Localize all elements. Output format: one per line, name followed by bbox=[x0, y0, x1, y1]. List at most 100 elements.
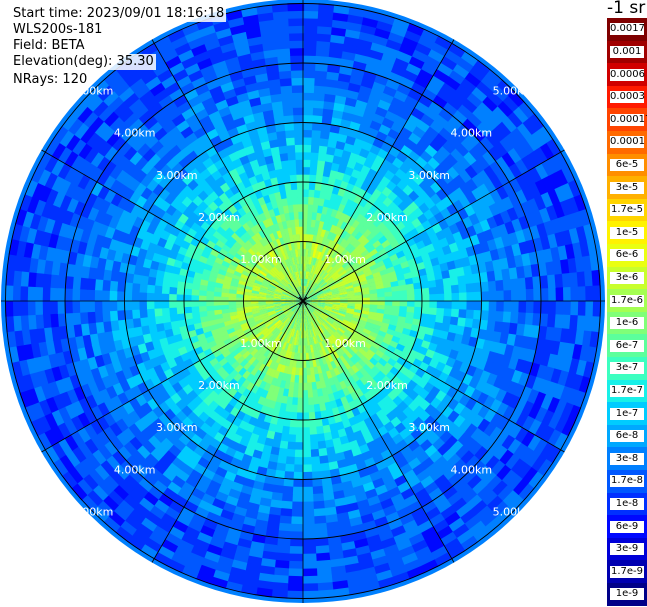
range-gate bbox=[499, 257, 510, 271]
range-gate bbox=[343, 369, 352, 379]
range-gate bbox=[311, 313, 317, 321]
range-gate bbox=[432, 94, 449, 109]
range-gate bbox=[460, 77, 478, 94]
range-gate bbox=[336, 236, 345, 245]
range-gate bbox=[306, 322, 310, 331]
range-gate bbox=[324, 293, 333, 297]
range-gate bbox=[307, 271, 311, 280]
range-gate bbox=[343, 426, 354, 437]
range-gate bbox=[295, 337, 300, 346]
range-gate bbox=[392, 499, 408, 513]
range-gate bbox=[331, 437, 342, 448]
range-gate bbox=[278, 332, 285, 341]
range-gate bbox=[321, 312, 330, 318]
range-gate bbox=[161, 293, 170, 301]
range-gate bbox=[173, 545, 192, 560]
range-gate bbox=[167, 341, 178, 352]
range-gate bbox=[479, 271, 489, 284]
range-gate bbox=[533, 288, 542, 302]
range-gate bbox=[489, 189, 503, 204]
range-gate bbox=[187, 519, 204, 533]
range-gate bbox=[303, 301, 311, 304]
range-gate bbox=[384, 291, 393, 297]
range-gate bbox=[407, 457, 422, 471]
range-gate bbox=[38, 244, 49, 261]
range-gate bbox=[287, 151, 297, 161]
range-gate bbox=[57, 145, 73, 164]
range-gate bbox=[310, 329, 315, 338]
range-gate bbox=[161, 314, 171, 324]
range-gate bbox=[295, 299, 303, 301]
range-gate bbox=[226, 267, 236, 275]
range-gate bbox=[281, 357, 288, 367]
range-gate bbox=[179, 463, 194, 477]
range-gate bbox=[519, 446, 535, 464]
range-gate bbox=[291, 494, 303, 503]
range-gate bbox=[249, 348, 259, 357]
range-gate bbox=[326, 528, 341, 539]
range-gate bbox=[318, 259, 324, 268]
range-gate bbox=[128, 436, 143, 451]
range-gate bbox=[405, 283, 415, 291]
range-gate bbox=[339, 238, 348, 247]
range-gate bbox=[554, 152, 570, 171]
range-gate bbox=[331, 482, 344, 493]
range-gate bbox=[310, 301, 319, 304]
range-gate bbox=[502, 490, 519, 508]
range-gate bbox=[4, 299, 14, 317]
range-gate bbox=[140, 186, 153, 200]
range-gate bbox=[266, 375, 274, 385]
colorbar-label: 1e-8 bbox=[610, 497, 644, 510]
range-gate bbox=[341, 321, 350, 328]
range-gate bbox=[495, 416, 510, 432]
range-gate bbox=[412, 125, 427, 139]
range-gate bbox=[102, 515, 121, 533]
range-gate bbox=[281, 316, 289, 324]
range-gate bbox=[128, 508, 146, 525]
range-gate bbox=[503, 301, 512, 313]
range-gate bbox=[79, 288, 88, 301]
range-gate bbox=[96, 331, 107, 345]
range-gate bbox=[577, 286, 587, 303]
range-gate bbox=[271, 439, 281, 449]
range-gate bbox=[346, 327, 355, 334]
range-gate bbox=[307, 279, 312, 288]
range-gate bbox=[376, 491, 391, 504]
range-gate bbox=[351, 210, 361, 221]
range-gate bbox=[278, 314, 286, 321]
range-gate bbox=[195, 571, 214, 585]
range-gate bbox=[213, 522, 230, 535]
range-gate bbox=[548, 301, 557, 316]
range-gate bbox=[325, 78, 339, 89]
range-gate bbox=[310, 296, 318, 300]
colorbar-label: 3e-5 bbox=[610, 181, 644, 194]
range-gate bbox=[304, 315, 307, 324]
range-gate bbox=[198, 300, 207, 307]
range-gate bbox=[482, 250, 493, 264]
range-gate bbox=[205, 511, 221, 524]
range-gate bbox=[168, 307, 178, 316]
range-gate bbox=[180, 532, 198, 547]
range-gate bbox=[372, 324, 382, 331]
range-gate bbox=[481, 116, 498, 133]
range-gate bbox=[268, 453, 279, 464]
range-gate bbox=[28, 256, 39, 273]
range-gate bbox=[305, 345, 309, 354]
range-gate bbox=[34, 285, 44, 301]
range-gate bbox=[303, 248, 306, 257]
range-gate bbox=[206, 310, 215, 317]
range-gate bbox=[528, 166, 543, 184]
range-gate bbox=[134, 182, 147, 196]
range-gate bbox=[161, 278, 171, 287]
range-gate bbox=[461, 256, 471, 268]
range-gate bbox=[152, 460, 168, 475]
range-gate bbox=[327, 461, 339, 471]
range-gate bbox=[250, 303, 259, 307]
range-gate bbox=[496, 290, 505, 302]
range-gate bbox=[303, 308, 306, 317]
range-gate bbox=[288, 294, 297, 299]
range-gate bbox=[14, 375, 28, 394]
range-gate bbox=[534, 179, 549, 197]
range-gate bbox=[254, 442, 265, 453]
range-gate bbox=[304, 263, 308, 272]
